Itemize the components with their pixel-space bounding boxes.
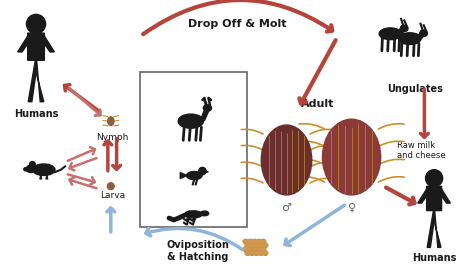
Ellipse shape — [401, 25, 408, 32]
Ellipse shape — [254, 251, 259, 255]
Text: Ungulates: Ungulates — [387, 84, 443, 94]
Ellipse shape — [261, 240, 265, 243]
Polygon shape — [201, 110, 209, 121]
Ellipse shape — [399, 33, 421, 44]
Ellipse shape — [253, 248, 256, 251]
Polygon shape — [427, 210, 434, 247]
Text: Raw milk
and cheese: Raw milk and cheese — [397, 141, 446, 160]
Circle shape — [29, 162, 35, 167]
Ellipse shape — [261, 248, 265, 251]
Ellipse shape — [247, 247, 253, 252]
Ellipse shape — [33, 164, 55, 175]
Ellipse shape — [261, 247, 266, 252]
Ellipse shape — [255, 244, 258, 247]
Ellipse shape — [244, 248, 248, 251]
Text: Oviposition
& Hatching: Oviposition & Hatching — [167, 241, 229, 262]
Ellipse shape — [257, 240, 261, 243]
Polygon shape — [418, 188, 428, 203]
Ellipse shape — [261, 239, 266, 244]
Ellipse shape — [263, 244, 267, 247]
Ellipse shape — [252, 239, 257, 244]
Ellipse shape — [243, 247, 248, 252]
Ellipse shape — [259, 244, 263, 247]
Circle shape — [108, 183, 114, 190]
Ellipse shape — [245, 243, 250, 248]
Ellipse shape — [258, 243, 264, 248]
Ellipse shape — [322, 119, 381, 195]
Polygon shape — [36, 60, 44, 102]
Ellipse shape — [248, 248, 252, 251]
Ellipse shape — [261, 125, 312, 195]
Ellipse shape — [259, 252, 263, 255]
Ellipse shape — [248, 240, 252, 243]
Text: ♀: ♀ — [347, 203, 356, 213]
Ellipse shape — [263, 251, 268, 255]
Circle shape — [199, 167, 206, 175]
Ellipse shape — [24, 168, 28, 171]
Ellipse shape — [281, 126, 292, 133]
Text: Larva: Larva — [100, 191, 125, 200]
Ellipse shape — [263, 243, 268, 248]
Ellipse shape — [247, 239, 253, 244]
Polygon shape — [434, 210, 441, 247]
Ellipse shape — [184, 211, 202, 218]
Text: Adult: Adult — [301, 99, 334, 109]
Polygon shape — [18, 35, 30, 52]
Polygon shape — [439, 188, 450, 203]
FancyBboxPatch shape — [427, 186, 442, 211]
Ellipse shape — [345, 120, 358, 127]
Ellipse shape — [379, 28, 401, 40]
Polygon shape — [418, 31, 426, 39]
Circle shape — [27, 14, 46, 34]
Ellipse shape — [243, 239, 248, 244]
Text: Humans: Humans — [14, 109, 58, 119]
Polygon shape — [180, 173, 187, 178]
Ellipse shape — [246, 244, 250, 247]
Ellipse shape — [178, 114, 203, 128]
Ellipse shape — [253, 240, 256, 243]
Ellipse shape — [252, 247, 257, 252]
Ellipse shape — [201, 211, 209, 216]
Text: Nymph: Nymph — [97, 133, 129, 142]
Ellipse shape — [250, 244, 254, 247]
Ellipse shape — [187, 172, 202, 179]
Text: Drop Off & Molt: Drop Off & Molt — [188, 19, 286, 29]
Ellipse shape — [256, 247, 262, 252]
Ellipse shape — [255, 252, 258, 255]
Ellipse shape — [245, 251, 250, 255]
Polygon shape — [28, 60, 36, 102]
Ellipse shape — [26, 165, 35, 173]
Ellipse shape — [108, 117, 114, 125]
Ellipse shape — [256, 239, 262, 244]
Text: ♂: ♂ — [282, 203, 292, 213]
Ellipse shape — [250, 252, 254, 255]
Ellipse shape — [203, 105, 211, 111]
Circle shape — [426, 170, 443, 187]
Ellipse shape — [420, 30, 428, 36]
Ellipse shape — [244, 240, 248, 243]
Ellipse shape — [257, 248, 261, 251]
Ellipse shape — [249, 243, 255, 248]
Polygon shape — [399, 26, 406, 34]
Polygon shape — [206, 171, 208, 173]
Ellipse shape — [249, 251, 255, 255]
Ellipse shape — [246, 252, 250, 255]
Ellipse shape — [263, 252, 267, 255]
Ellipse shape — [258, 251, 264, 255]
Text: Humans: Humans — [412, 253, 456, 263]
FancyBboxPatch shape — [27, 33, 45, 60]
FancyBboxPatch shape — [140, 72, 246, 227]
Ellipse shape — [254, 243, 259, 248]
Polygon shape — [42, 35, 55, 52]
